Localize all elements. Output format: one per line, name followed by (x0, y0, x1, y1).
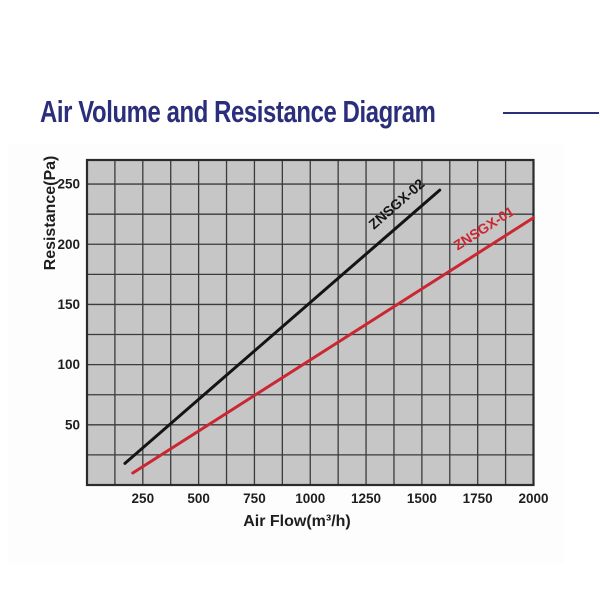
x-tick-label-1500: 1500 (407, 491, 437, 506)
x-tick-label-500: 500 (187, 491, 210, 506)
x-tick-label-250: 250 (132, 491, 155, 506)
y-tick-labels: 50 100 150 200 250 (57, 177, 80, 433)
plot-border (85, 158, 535, 487)
y-axis-label: Resistance(Pa) (42, 156, 59, 271)
x-tick-labels: 250 500 750 1000 1250 1500 1750 2000 (132, 491, 549, 506)
x-axis-label: Air Flow(m³/h) (243, 513, 351, 530)
y-tick-label-150: 150 (57, 297, 80, 312)
y-tick-label-50: 50 (65, 417, 80, 432)
y-tick-label-250: 250 (57, 177, 80, 192)
y-tick-label-100: 100 (57, 357, 80, 372)
x-tick-label-1000: 1000 (295, 491, 325, 506)
title-rule (503, 112, 599, 114)
x-tick-label-1750: 1750 (463, 491, 493, 506)
y-tick-label-200: 200 (57, 237, 80, 252)
series-line-ZNSGX-02 (123, 188, 442, 465)
series-line-ZNSGX-01 (131, 216, 535, 475)
x-tick-label-750: 750 (243, 491, 266, 506)
x-tick-label-2000: 2000 (518, 491, 548, 506)
x-tick-label-1250: 1250 (351, 491, 381, 506)
page-title: Air Volume and Resistance Diagram (40, 94, 436, 129)
